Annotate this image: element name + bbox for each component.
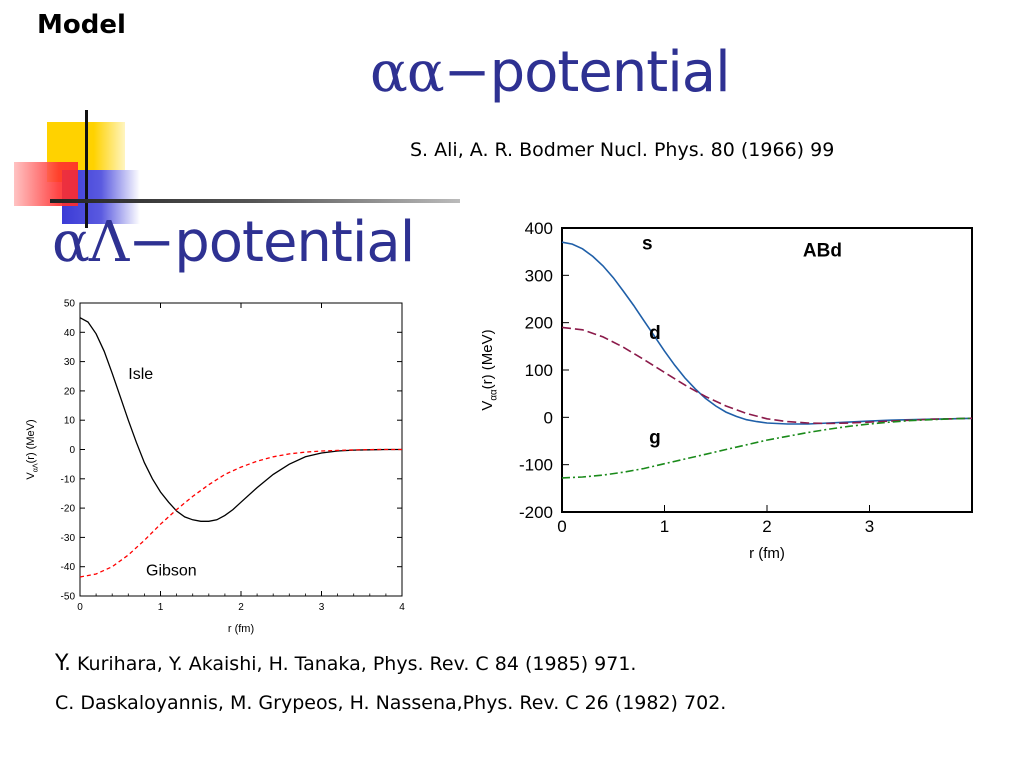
reference-daskaloyannis: C. Daskaloyannis, M. Grypeos, H. Nassena… xyxy=(55,692,727,714)
deco-red-square xyxy=(14,162,78,206)
y-tick-label: -100 xyxy=(519,456,553,475)
y-tick-label: 20 xyxy=(64,386,76,397)
series-line-g xyxy=(561,417,973,479)
x-tick-label: 0 xyxy=(557,517,566,536)
chart-annotation: ABd xyxy=(803,240,842,261)
curve-label-gibson: Gibson xyxy=(146,562,197,579)
curve-label-d: d xyxy=(649,323,661,344)
plot-frame xyxy=(561,227,973,513)
y-tick-label: 30 xyxy=(64,357,76,368)
series-line-isle xyxy=(79,317,402,522)
x-tick-label: 1 xyxy=(158,602,164,613)
y-tick-label: 50 xyxy=(64,299,76,310)
y-tick-label: 40 xyxy=(64,328,76,339)
y-axis-label: VαΛ(r) (MeV) xyxy=(25,419,39,479)
y-tick-label: 300 xyxy=(525,266,553,285)
reference-kurihara: Y. Kurihara, Y. Akaishi, H. Tanaka, Phys… xyxy=(55,651,636,676)
x-axis-label: r (fm) xyxy=(228,623,254,635)
y-tick-label: 100 xyxy=(525,361,553,380)
y-tick-label: 200 xyxy=(525,314,553,333)
x-tick-label: 2 xyxy=(238,602,244,613)
y-tick-label: -50 xyxy=(61,592,76,603)
curve-label-s: s xyxy=(642,233,653,254)
y-tick-label: 0 xyxy=(69,445,75,456)
series-line-s xyxy=(561,241,973,425)
title-al-greek: αΛ xyxy=(52,210,129,275)
y-tick-label: -30 xyxy=(61,533,76,544)
y-tick-label: 400 xyxy=(525,222,553,238)
alpha-lambda-potential-title: αΛ−potential xyxy=(52,210,415,275)
x-tick-label: 1 xyxy=(660,517,669,536)
y-tick-label: -20 xyxy=(61,504,76,515)
reference-ali-bodmer: S. Ali, A. R. Bodmer Nucl. Phys. 80 (196… xyxy=(410,139,835,161)
x-tick-label: 2 xyxy=(762,517,771,536)
title-al-word: potential xyxy=(174,210,415,275)
title-aa-dash: − xyxy=(443,40,491,105)
x-tick-label: 3 xyxy=(319,602,325,613)
reference-kurihara-rest: Kurihara, Y. Akaishi, H. Tanaka, Phys. R… xyxy=(70,653,637,675)
deco-vertical-line xyxy=(85,110,88,228)
y-tick-label: -10 xyxy=(61,474,76,485)
reference-kurihara-initial: Y. xyxy=(55,651,71,676)
decorative-ornament xyxy=(14,110,460,228)
series-line-d xyxy=(561,326,973,425)
y-tick-label: -200 xyxy=(519,503,553,522)
deco-horizontal-line xyxy=(50,199,460,203)
curve-label-g: g xyxy=(649,427,661,448)
x-axis-label: r (fm) xyxy=(749,545,785,562)
y-tick-label: 10 xyxy=(64,416,76,427)
title-aa-word: potential xyxy=(489,40,731,105)
alpha-lambda-potential-chart: 0 1 2 3 4 50 40 30 20 10 0 -10 -20 -30 -40 -50 r (fm) VαΛ… xyxy=(25,299,405,636)
section-label: Model xyxy=(37,10,126,40)
y-tick-label: -40 xyxy=(61,562,76,573)
alpha-alpha-potential-chart: 0 1 2 3 400 300 200 100 0 -100 -200 r (fm) Vαα(r) (M… xyxy=(482,222,973,562)
y-tick-label: 0 xyxy=(544,408,553,427)
curve-label-isle: Isle xyxy=(128,366,153,383)
title-aa-greek: αα xyxy=(370,40,445,105)
y-axis-label: Vαα(r) (MeV) xyxy=(482,329,500,410)
title-al-dash: − xyxy=(128,210,175,275)
series-line-gibson xyxy=(79,448,402,578)
x-tick-label: 4 xyxy=(399,602,405,613)
x-tick-label: 0 xyxy=(77,602,83,613)
alpha-alpha-potential-title: αα−potential xyxy=(370,40,731,105)
x-tick-label: 3 xyxy=(865,517,874,536)
